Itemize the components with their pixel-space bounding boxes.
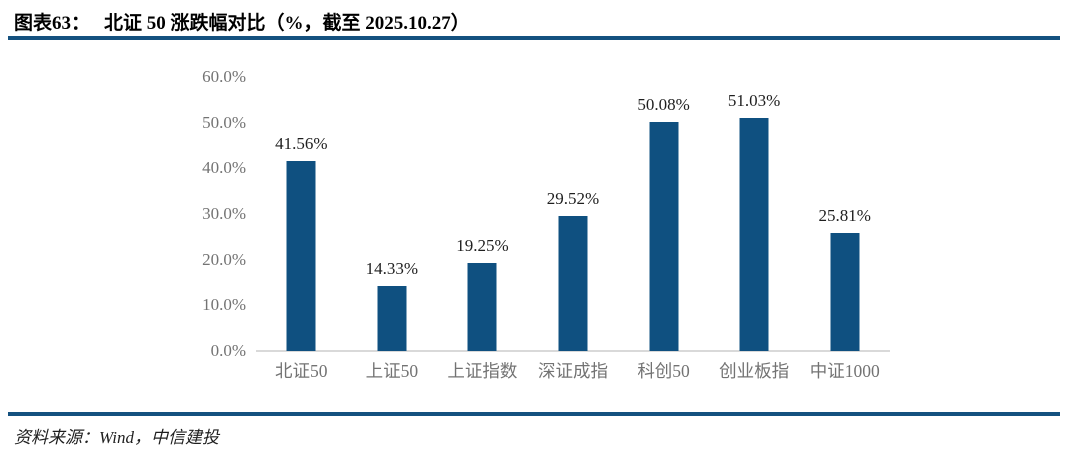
x-category-label: 中证1000 bbox=[809, 361, 880, 381]
bar-value-label: 41.56% bbox=[275, 134, 328, 154]
x-axis-labels: 北证50 上证50 上证指数 深证成指 科创50 创业板指 中证1000 bbox=[256, 358, 890, 384]
bar bbox=[377, 285, 407, 351]
y-tick-label: 60.0% bbox=[202, 67, 246, 86]
bar-value-label: 14.33% bbox=[365, 258, 419, 278]
y-tick-label: 10.0% bbox=[202, 295, 246, 315]
x-category-label: 创业板指 bbox=[719, 361, 790, 381]
x-axis-line bbox=[256, 350, 890, 352]
x-category-label: 深证成指 bbox=[537, 361, 608, 381]
bar-column: 41.56% bbox=[256, 77, 347, 351]
bar bbox=[286, 161, 316, 351]
bar-column: 50.08% bbox=[618, 77, 709, 351]
footer-rule bbox=[8, 412, 1060, 416]
bar-value-label: 25.81% bbox=[818, 206, 871, 226]
bar bbox=[649, 122, 679, 351]
bar-column: 14.33% bbox=[347, 77, 438, 351]
bar bbox=[739, 117, 769, 351]
y-axis: 0.0% 10.0% 20.0% 30.0% 40.0% 50.0% 60.0% bbox=[150, 67, 246, 360]
bar-column: 25.81% bbox=[799, 77, 890, 351]
bar bbox=[830, 233, 860, 351]
figure-label: 图表63： bbox=[14, 13, 91, 34]
bar-column: 29.52% bbox=[528, 77, 619, 351]
y-tick-label: 50.0% bbox=[202, 112, 246, 132]
y-tick-label: 30.0% bbox=[202, 204, 246, 223]
bar-value-label: 51.03% bbox=[727, 90, 781, 110]
header-rule bbox=[8, 36, 1060, 40]
y-tick-label: 0.0% bbox=[210, 341, 246, 360]
bar-value-label: 29.52% bbox=[546, 189, 600, 209]
x-category-label: 科创50 bbox=[637, 361, 690, 381]
x-category-label: 北证50 bbox=[275, 361, 328, 381]
y-tick-label: 20.0% bbox=[202, 249, 246, 269]
x-category-label: 上证50 bbox=[365, 361, 419, 381]
y-tick-label: 40.0% bbox=[202, 158, 246, 178]
bar-column: 19.25% bbox=[437, 77, 528, 351]
bar-column: 51.03% bbox=[709, 77, 800, 351]
x-category-label: 上证指数 bbox=[447, 361, 518, 381]
source-note: 资料来源：Wind，中信建投 bbox=[14, 428, 219, 447]
bar-value-label: 50.08% bbox=[637, 95, 690, 115]
plot-area: 41.56% 14.33% 19.25% 29.52% 50.08% 51.03% 25.8… bbox=[256, 77, 890, 352]
figure-header: 图表63： 北证 50 涨跌幅对比（%，截至 2025.10.27） bbox=[14, 8, 470, 35]
bar-value-label: 19.25% bbox=[456, 236, 509, 256]
bar bbox=[558, 216, 588, 351]
bar bbox=[467, 263, 497, 351]
figure-title: 北证 50 涨跌幅对比（%，截至 2025.10.27） bbox=[104, 13, 470, 34]
